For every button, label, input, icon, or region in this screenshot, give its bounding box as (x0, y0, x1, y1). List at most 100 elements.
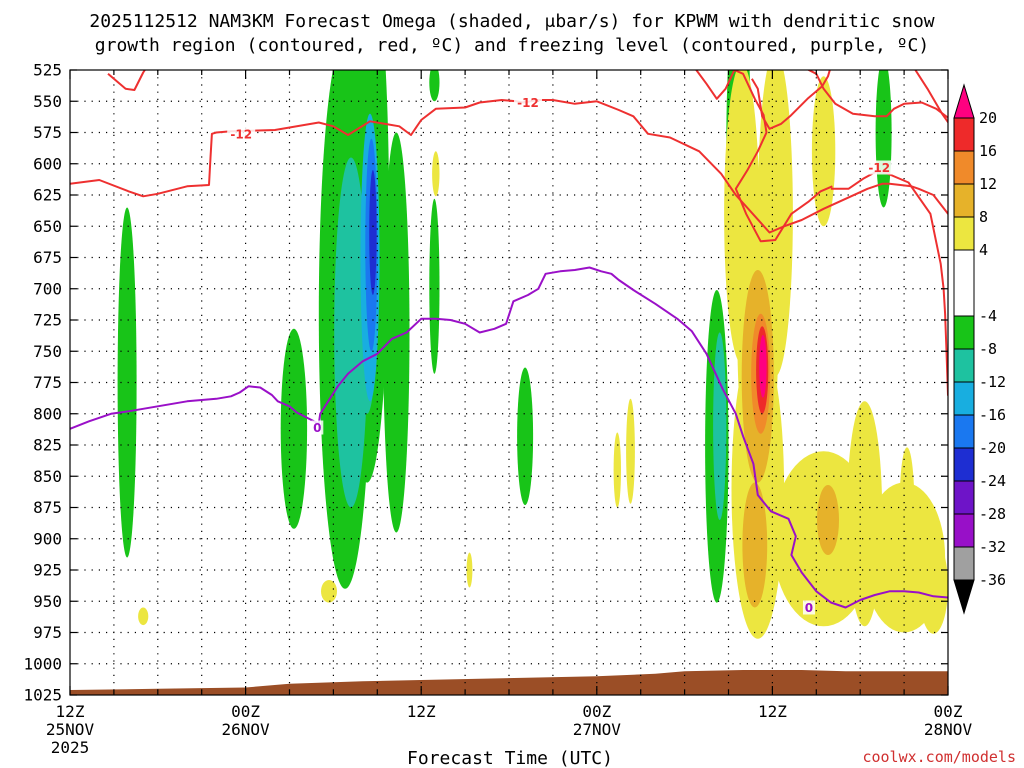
y-tick-label-700: 700 (33, 279, 62, 298)
y-tick-label-950: 950 (33, 592, 62, 611)
omega-region-35 (817, 485, 839, 555)
dendritic-contours: -12 -12 -12 (70, 70, 948, 397)
dendritic-contour-7 (830, 169, 948, 397)
omega-region-21 (138, 607, 149, 626)
omega-region-32 (918, 538, 948, 634)
colorbar-label-20: 20 (979, 109, 997, 127)
omega-region-1 (280, 328, 308, 529)
dendritic-contour-3 (694, 70, 833, 243)
colorbar-label--4: -4 (979, 307, 997, 325)
x-tick-label-36-1: 00Z (582, 702, 611, 721)
colorbar: 20 16 12 8 4 -4 -8 -12 -16 -20 -24 -28 -32 -36 (953, 83, 1006, 615)
colorbar-label--20: -20 (979, 439, 1006, 457)
colorbar-bin-3 (953, 183, 975, 218)
omega-region-29 (811, 76, 836, 227)
chart-title-line1: 2025112512 NAM3KM Forecast Omega (shaded… (89, 11, 934, 32)
y-tick-label-750: 750 (33, 342, 62, 361)
colorbar-bin-13 (953, 546, 975, 581)
dendritic-contour-2 (107, 70, 147, 91)
dendritic-contour-label-0: -12 (230, 127, 252, 141)
dendritic-contour-4 (751, 70, 831, 130)
y-tick-label-875: 875 (33, 498, 62, 517)
y-tick-label-600: 600 (33, 154, 62, 173)
x-tick-label-0-2: 25NOV (46, 720, 95, 739)
x-tick-label-12-1: 00Z (231, 702, 260, 721)
freezing-level-contour: 00 (70, 266, 948, 615)
dendritic-contour-label-7-bg (865, 160, 894, 175)
omega-region-13 (713, 332, 727, 520)
colorbar-label--36: -36 (979, 571, 1006, 589)
omega-region-0 (117, 207, 137, 558)
omega-region-6 (429, 70, 440, 102)
y-tick-label-1025: 1025 (23, 686, 62, 705)
omega-region-31 (899, 447, 915, 560)
colorbar-bin-6 (953, 315, 975, 350)
omega-shading (117, 70, 948, 639)
y-tick-label-725: 725 (33, 311, 62, 330)
omega-region-4 (383, 132, 410, 533)
colorbar-label--8: -8 (979, 340, 997, 358)
colorbar-bin-11 (953, 480, 975, 515)
freezing-level-label-0: 0 (313, 421, 321, 435)
colorbar-label-8: 8 (979, 208, 988, 226)
colorbar-label-12: 12 (979, 175, 997, 193)
y-tick-label-900: 900 (33, 529, 62, 548)
dendritic-contour-label-1-bg (514, 95, 543, 110)
colorbar-bin-5 (953, 249, 975, 317)
y-tick-label-1000: 1000 (23, 654, 62, 673)
colorbar-label--24: -24 (979, 472, 1006, 490)
x-tick-label-60-1: 00Z (934, 702, 963, 721)
omega-region-38 (759, 335, 767, 398)
colorbar-label-16: 16 (979, 142, 997, 160)
x-tick-label-12-2: 26NOV (222, 720, 271, 739)
colorbar-label--16: -16 (979, 406, 1006, 424)
plot-area: -12-12-12 00 (70, 70, 948, 695)
freezing-level-line (70, 266, 948, 609)
omega-region-22 (466, 552, 473, 588)
y-tick-label-800: 800 (33, 404, 62, 423)
y-axis: 525 550 575 600 625 650 675 700 725 750 775 800 825 8… (23, 61, 948, 705)
omega-region-19 (613, 432, 621, 508)
x-tick-label-0-3: 2025 (51, 738, 90, 757)
dendritic-contour-label-0-bg (227, 126, 256, 141)
chart-title-line2: growth region (contoured, red, ºC) and f… (95, 35, 929, 56)
colorbar-label--28: -28 (979, 505, 1006, 523)
omega-region-20 (321, 580, 337, 603)
freezing-level-label-1: 0 (805, 601, 813, 615)
y-tick-label-675: 675 (33, 248, 62, 267)
y-tick-label-825: 825 (33, 436, 62, 455)
omega-region-18 (626, 398, 635, 504)
x-tick-label-60-2: 28NOV (924, 720, 973, 739)
y-tick-label-650: 650 (33, 217, 62, 236)
colorbar-label--32: -32 (979, 538, 1006, 556)
dendritic-contour-6 (806, 70, 948, 120)
colorbar-bin-1 (953, 117, 975, 152)
y-tick-label-550: 550 (33, 92, 62, 111)
colorbar-bin-2 (953, 150, 975, 185)
x-tick-label-36-2: 27NOV (573, 720, 622, 739)
x-axis-label: Forecast Time (UTC) (407, 748, 613, 768)
colorbar-bin-14 (953, 579, 975, 615)
colorbar-bin-7 (953, 348, 975, 383)
y-tick-label-775: 775 (33, 373, 62, 392)
colorbar-bin-4 (953, 216, 975, 251)
y-tick-label-575: 575 (33, 123, 62, 142)
omega-region-5 (429, 198, 440, 374)
omega-region-16 (369, 170, 377, 295)
omega-region-7 (517, 367, 534, 506)
x-tick-label-48-1: 12Z (758, 702, 787, 721)
colorbar-bin-8 (953, 381, 975, 416)
y-tick-label-525: 525 (33, 61, 62, 80)
freezing-level-label-1-bg (802, 600, 815, 615)
dendritic-contour-label-1: -12 (517, 96, 539, 110)
colorbar-label-4: 4 (979, 241, 988, 259)
y-tick-label-925: 925 (33, 561, 62, 580)
omega-region-17 (432, 151, 440, 197)
credit-text: coolwx.com/models (862, 748, 1016, 766)
x-tick-label-0-1: 12Z (56, 702, 85, 721)
colorbar-bin-9 (953, 414, 975, 449)
omega-region-30 (847, 401, 883, 627)
x-tick-label-24-1: 12Z (407, 702, 436, 721)
